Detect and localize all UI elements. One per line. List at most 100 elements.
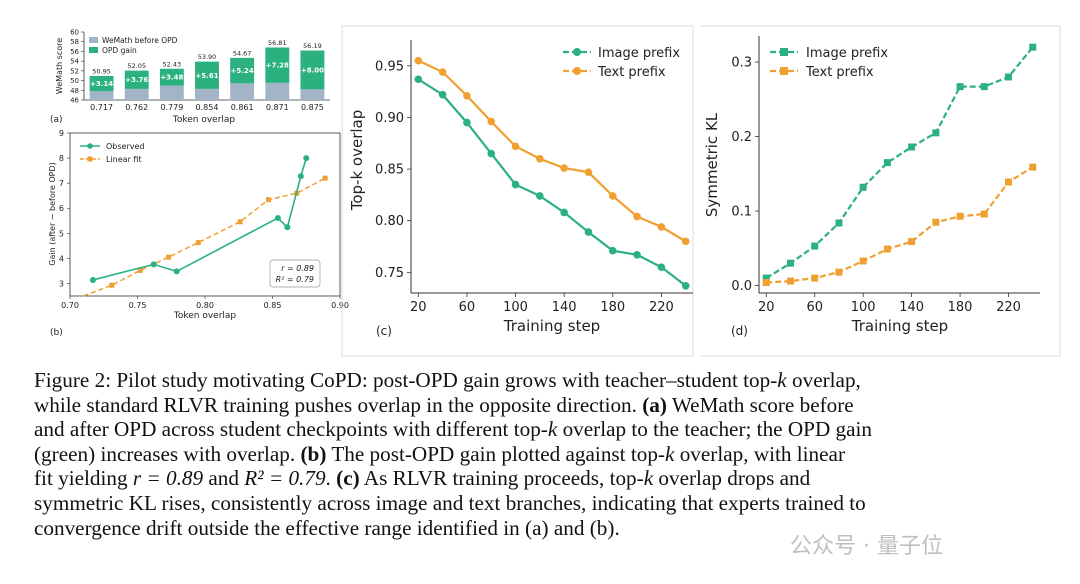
a-total-label: 56.19 xyxy=(303,42,322,50)
panel-d-legend: Image prefix Text prefix xyxy=(770,46,888,80)
panel-d-xlabel: Training step xyxy=(851,317,948,335)
c-image-line xyxy=(417,78,687,287)
panel-a-label: (a) xyxy=(50,115,63,125)
caption-tag-b: (b) xyxy=(300,441,327,466)
legend-label-text: Text prefix xyxy=(805,65,874,80)
d-image-point xyxy=(980,83,988,91)
a-gain-label: +5.61 xyxy=(195,72,218,80)
d-image-point xyxy=(883,159,891,167)
d-text-point xyxy=(786,277,794,285)
a-xtick-label: 0.762 xyxy=(125,103,148,112)
a-total-label: 53.90 xyxy=(198,53,217,61)
a-total-label: 50.95 xyxy=(92,67,111,75)
caption-k: k xyxy=(547,417,558,442)
a-xtick-label: 0.861 xyxy=(231,103,254,112)
c-text-line xyxy=(417,59,687,243)
c-image-point xyxy=(487,149,496,158)
a-total-label: 52.43 xyxy=(163,60,182,68)
c-text-point xyxy=(414,56,423,65)
a-bar-gain xyxy=(124,70,149,89)
a-gain-label: +5.24 xyxy=(231,67,254,75)
caption-text: overlap, xyxy=(786,368,861,392)
d-text-point xyxy=(811,274,819,282)
panel-c-line-chart: 20 60 100 140 180 220 0.75 0.80 0.85 0.90 0.95 Ima… xyxy=(341,25,694,357)
legend-label-fit: Linear fit xyxy=(106,155,142,164)
c-xtick-label: 140 xyxy=(552,300,577,315)
d-xtick-label: 20 xyxy=(758,300,775,315)
caption-k: k xyxy=(664,441,675,466)
a-xtick-label: 0.875 xyxy=(301,103,324,112)
c-image-point xyxy=(463,118,471,127)
c-text-point xyxy=(608,192,617,200)
c-ytick-label: 0.80 xyxy=(375,214,404,229)
d-ytick-label: 0.3 xyxy=(731,56,752,71)
b-fit-marker xyxy=(265,197,271,203)
caption-r2: R² = 0.79 xyxy=(244,466,326,491)
caption-text: overlap, with linear xyxy=(674,441,846,466)
c-image-point xyxy=(608,246,617,255)
a-bar-before xyxy=(300,89,325,100)
c-text-point xyxy=(487,117,496,126)
caption-line-6: symmetric KL rises, consistently across … xyxy=(34,491,1064,516)
caption-line-2: while standard RLVR training pushes over… xyxy=(34,393,1064,418)
b-xtick-label: 0.85 xyxy=(264,301,282,310)
caption-line-4: (green) increases with overlap. (b) The … xyxy=(34,442,1064,467)
a-bar-gain xyxy=(89,75,114,92)
c-ytick-label: 0.95 xyxy=(375,59,404,74)
a-gain-label: +3.76 xyxy=(125,76,148,84)
c-text-point xyxy=(536,154,544,163)
stats-r: r = 0.89 xyxy=(281,264,314,273)
caption-text: symmetric KL rises, consistently across … xyxy=(34,490,866,515)
b-fit-marker xyxy=(322,175,328,181)
d-image-point xyxy=(908,143,916,151)
d-text-point xyxy=(835,268,843,276)
caption-text: fit yielding xyxy=(34,466,133,491)
c-ytick-label: 0.90 xyxy=(375,111,404,126)
watermark: 公众号 · 量子位 xyxy=(790,534,943,559)
panel-d-ylabel: Symmetric KL xyxy=(703,112,721,217)
a-bar-before xyxy=(230,83,255,100)
a-bar-gain xyxy=(195,61,219,89)
d-text-point xyxy=(1029,163,1037,171)
a-ytick-label: 54 xyxy=(70,58,79,66)
b-observed-point xyxy=(303,155,310,162)
caption-line-3: and after OPD across student checkpoints… xyxy=(34,417,1064,442)
panel-b-scatter-chart: 0.70 0.75 0.80 0.85 0.90 3 4 5 6 7 8 9 Observed Lin… xyxy=(48,129,349,338)
b-ytick-label: 6 xyxy=(59,204,64,213)
caption-text: WeMath score before xyxy=(666,392,854,417)
caption-r: r = 0.89 xyxy=(132,466,204,491)
c-image-point xyxy=(657,263,666,271)
caption-text: (green) increases with overlap. xyxy=(34,441,301,466)
panel-c-frame xyxy=(341,25,694,357)
legend-label-gain: OPD gain xyxy=(102,46,137,55)
b-fit-marker xyxy=(166,254,172,260)
caption-text: The post-OPD gain plotted against top- xyxy=(326,441,665,466)
panel-b-ylabel: Gain (after − before OPD) xyxy=(48,162,57,265)
legend-image-marker xyxy=(573,48,581,56)
a-ytick-label: 58 xyxy=(70,38,79,46)
b-ytick-label: 3 xyxy=(59,279,64,288)
a-bar-before xyxy=(124,88,149,100)
panel-d-label: (d) xyxy=(731,324,748,338)
a-gain-label: +3.14 xyxy=(90,80,113,88)
b-observed-point xyxy=(274,215,281,222)
panel-d-line-chart: 20 60 100 140 180 220 0.0 0.1 0.2 0.3 Image prefi… xyxy=(700,25,1061,357)
c-image-point xyxy=(511,180,520,189)
a-bar-before xyxy=(265,82,290,100)
b-ytick-label: 7 xyxy=(59,179,64,188)
a-total-label: 54.67 xyxy=(233,49,252,57)
a-bar-gain xyxy=(300,50,325,90)
a-ytick-label: 50 xyxy=(70,77,79,85)
d-image-line xyxy=(765,46,1034,280)
a-xtick-label: 0.871 xyxy=(266,103,289,112)
d-ytick-label: 0.1 xyxy=(731,205,752,220)
c-image-point xyxy=(536,192,544,200)
caption-text: and after OPD across student checkpoints… xyxy=(34,417,548,442)
d-image-point xyxy=(1029,43,1037,51)
legend-fit-marker xyxy=(87,156,93,162)
c-image-point xyxy=(633,250,641,259)
c-ytick-label: 0.75 xyxy=(375,266,404,281)
panel-c-ylabel: Top-k overlap xyxy=(348,110,366,212)
a-bar-gain xyxy=(265,47,290,83)
